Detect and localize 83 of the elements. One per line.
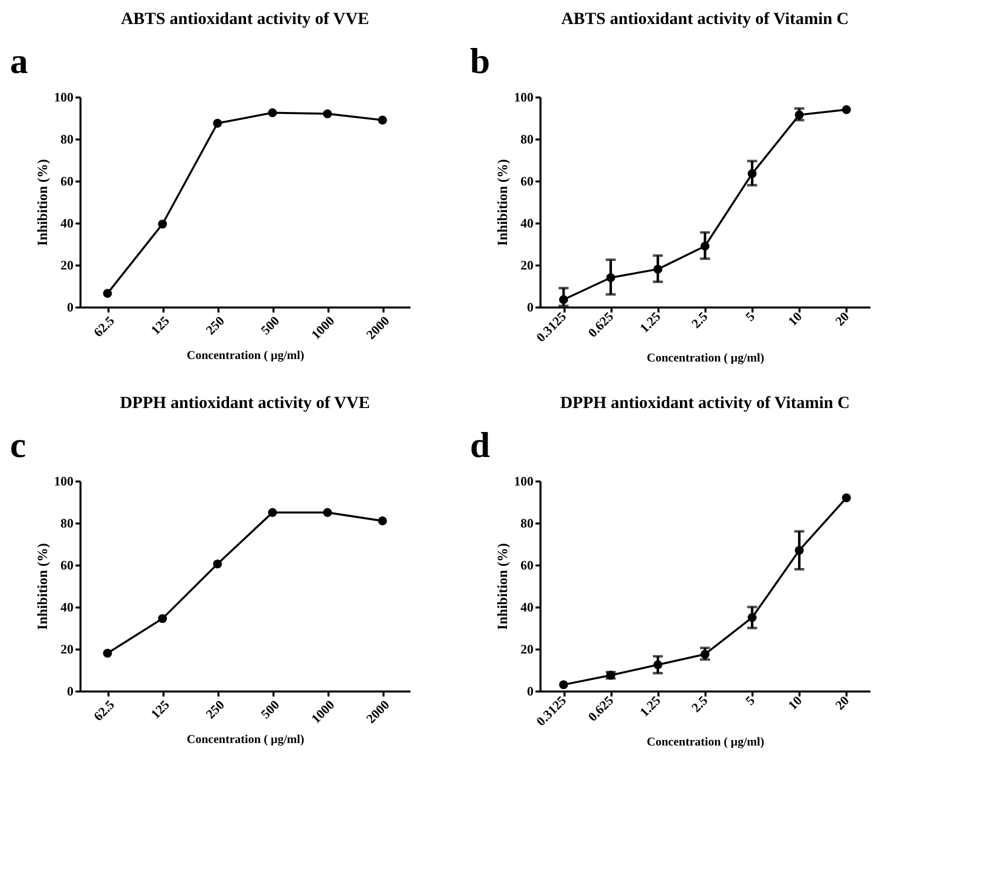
y-tick-label: 20 xyxy=(520,642,534,656)
y-axis-title: Inhibition (%) xyxy=(496,158,511,246)
x-axis-title: Concentration ( μg/ml) xyxy=(186,348,304,362)
point xyxy=(158,614,167,624)
point xyxy=(323,508,332,517)
x-tick-label: 62.5 xyxy=(90,696,118,724)
y-tick-label: 60 xyxy=(520,558,534,572)
y-tick-label: 60 xyxy=(520,174,534,188)
y-tick-label: 0 xyxy=(67,684,74,698)
point xyxy=(103,648,112,658)
point xyxy=(158,220,167,229)
text: d xyxy=(470,425,490,465)
point xyxy=(748,169,757,178)
x-tick-label: 1.25 xyxy=(636,692,664,720)
y-tick-label: 40 xyxy=(520,216,534,230)
x-tick-label: 20 xyxy=(832,308,852,329)
y-tick-label: 100 xyxy=(514,474,534,488)
text: a xyxy=(10,41,28,81)
point xyxy=(103,288,112,298)
y-tick-label: 80 xyxy=(60,132,74,146)
y-tick-label: 20 xyxy=(60,642,74,656)
x-tick-label: 250 xyxy=(202,697,228,722)
y-tick-label: 40 xyxy=(520,600,534,614)
x-tick-label: 10 xyxy=(784,692,805,713)
y-axis-title: Inhibition (%) xyxy=(36,158,51,246)
point xyxy=(700,242,710,251)
x-tick-label: 1.25 xyxy=(636,308,664,336)
x-tick-label: 10 xyxy=(784,308,805,329)
y-tick-label: 60 xyxy=(60,558,74,572)
point xyxy=(794,110,804,120)
y-tick-label: 100 xyxy=(54,90,74,104)
point xyxy=(700,650,710,659)
y-tick-label: 0 xyxy=(527,684,534,698)
text: b xyxy=(470,41,490,81)
point xyxy=(842,105,851,114)
y-axis-title: Inhibition (%) xyxy=(36,542,51,630)
point xyxy=(559,295,568,304)
y-tick-label: 40 xyxy=(60,600,74,614)
y-tick-label: 60 xyxy=(60,174,74,188)
x-tick-label: 2.5 xyxy=(688,692,711,715)
x-tick-label: 125 xyxy=(148,696,173,722)
point xyxy=(268,108,277,118)
point xyxy=(794,546,804,555)
y-tick-label: 40 xyxy=(60,216,74,230)
y-tick-label: 80 xyxy=(520,132,534,146)
point xyxy=(559,680,568,690)
point xyxy=(606,273,616,282)
y-axis-title: Inhibition (%) xyxy=(496,542,511,630)
chart-title: ABTS antioxidant activity of VVE xyxy=(120,9,370,28)
x-tick-label: 62.5 xyxy=(90,312,118,340)
chart-title: ABTS antioxidant activity of Vitamin C xyxy=(561,9,849,28)
y-tick-label: 20 xyxy=(60,258,74,272)
point xyxy=(653,660,662,670)
x-tick-label: 2.5 xyxy=(688,308,711,331)
point xyxy=(213,559,222,568)
y-tick-label: 0 xyxy=(67,300,74,314)
point xyxy=(268,508,277,517)
x-tick-label: 20 xyxy=(832,692,852,713)
y-tick-label: 80 xyxy=(520,516,534,530)
point xyxy=(653,264,662,274)
x-axis-title: Concentration ( μg/ml) xyxy=(646,734,764,749)
x-tick-label: 5 xyxy=(742,692,758,708)
x-tick-label: 500 xyxy=(258,697,282,722)
point xyxy=(378,516,387,526)
point xyxy=(213,118,222,128)
point xyxy=(378,116,387,125)
point xyxy=(748,613,757,622)
x-tick-label: 500 xyxy=(258,313,282,338)
x-tick-label: 5 xyxy=(742,308,758,324)
x-tick-label: 250 xyxy=(202,313,228,338)
chart-title: DPPH antioxidant activity of Vitamin C xyxy=(560,393,850,412)
y-tick-label: 0 xyxy=(527,300,534,314)
y-tick-label: 20 xyxy=(520,258,534,272)
y-tick-label: 100 xyxy=(514,90,534,104)
y-tick-label: 100 xyxy=(54,474,74,488)
point xyxy=(842,493,851,502)
text: c xyxy=(10,425,26,465)
chart-title: DPPH antioxidant activity of VVE xyxy=(120,393,370,412)
x-axis-title: Concentration ( μg/ml) xyxy=(646,350,764,365)
x-tick-label: 125 xyxy=(148,312,173,338)
y-tick-label: 80 xyxy=(60,516,74,530)
point xyxy=(323,109,332,118)
x-axis-title: Concentration ( μg/ml) xyxy=(186,732,304,746)
